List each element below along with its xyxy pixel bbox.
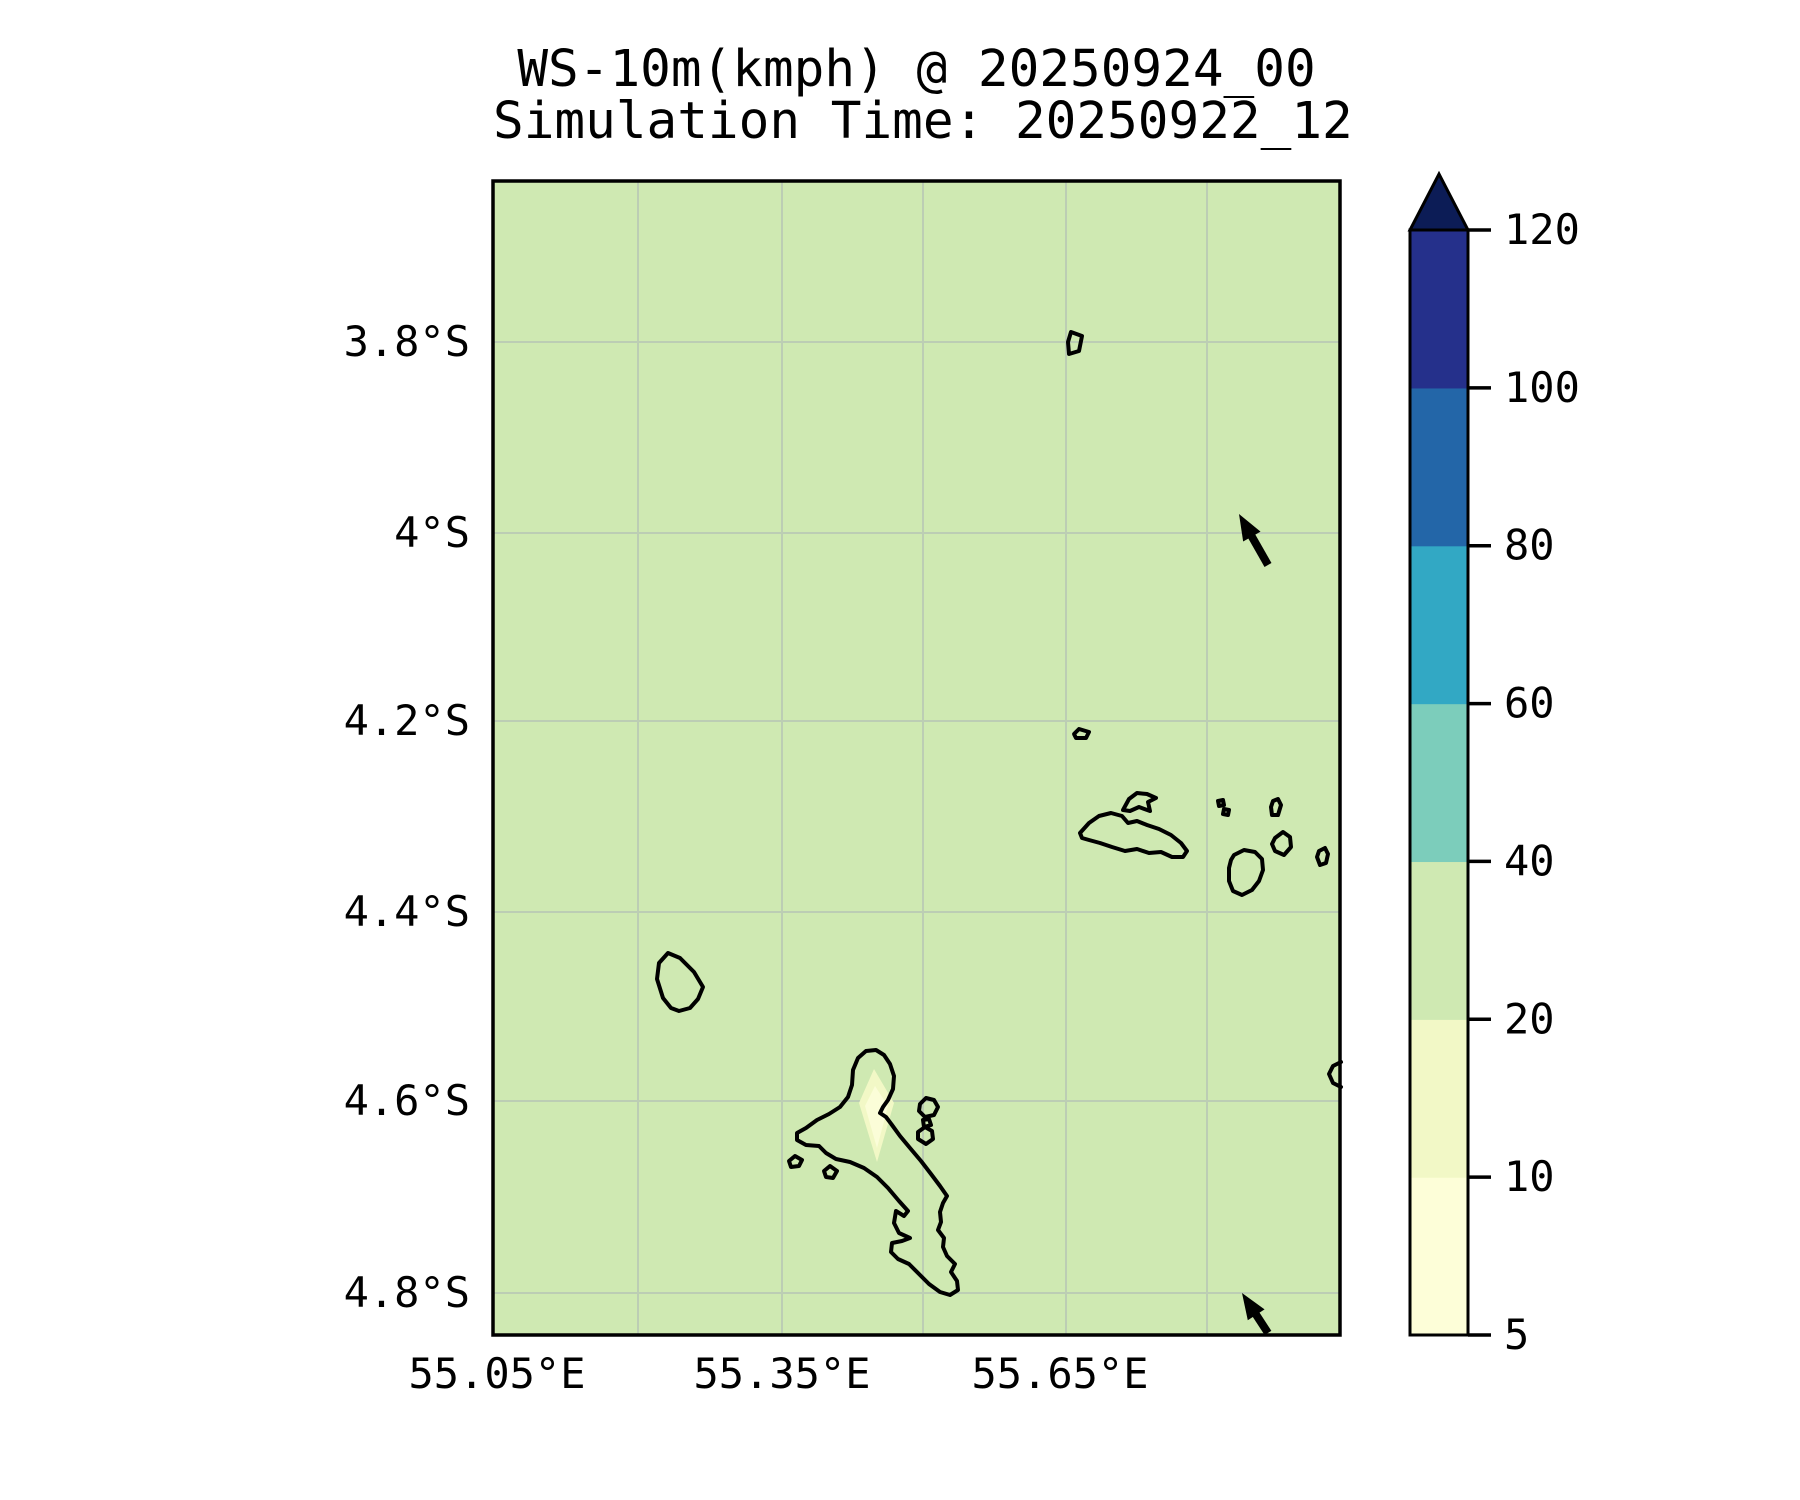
island-la-digue (1227, 848, 1265, 897)
y-tick-label: 3.8°S (344, 317, 470, 366)
island-ste-anne (917, 1096, 940, 1119)
plot-title-line2: Simulation Time: 20250922_12 (493, 92, 1353, 151)
y-tick-label: 4.4°S (344, 887, 470, 936)
wind-arrow-shaft (1250, 1309, 1272, 1336)
colorbar-tick-label: 40 (1504, 836, 1555, 885)
wind-arrow-head (1242, 1293, 1265, 1321)
sea-area (493, 181, 1340, 1335)
island-cerf (916, 1125, 935, 1146)
colorbar-tick-label: 100 (1504, 363, 1580, 412)
y-tick-label: 4.6°S (344, 1076, 470, 1125)
colorbar-band (1410, 387, 1468, 547)
island-marianne (1315, 846, 1330, 867)
colorbar-tick-label: 60 (1504, 679, 1555, 728)
colorbar-band (1410, 545, 1468, 705)
colorbar-tick-label: 10 (1504, 1152, 1555, 1201)
island-moyenne (921, 1117, 933, 1129)
colorbar-band (1410, 1177, 1468, 1336)
island-therese (787, 1154, 804, 1169)
x-tick-label: 55.65°E (971, 1349, 1148, 1398)
island-grande-soeur (1269, 797, 1283, 817)
map-frame (491, 179, 1342, 1337)
island-conception (822, 1164, 839, 1180)
island-praslin (1078, 811, 1189, 859)
x-tick-label: 55.35°E (693, 1349, 870, 1398)
colorbar-band (1410, 230, 1468, 389)
island-fregate (1327, 1060, 1343, 1089)
colorbar-frame (1408, 228, 1470, 1337)
wind-arrow-head (1239, 514, 1261, 542)
y-tick-label: 4.2°S (344, 696, 470, 745)
colorbar-band (1410, 1019, 1468, 1178)
wind-arrow-shaft (1246, 531, 1272, 567)
island-felicite (1270, 830, 1293, 857)
island-aride (1072, 727, 1091, 740)
coastlines-layer (655, 330, 1343, 1297)
map-background (493, 181, 1340, 1335)
colorbar: 5 10 20 40 60 80 100 120 (1407, 170, 1580, 1359)
gridlines-layer (493, 181, 1340, 1335)
island-denis (1066, 330, 1084, 356)
island-silhouette (655, 951, 705, 1013)
mahe-wake-5-10-patch (865, 1086, 888, 1148)
axis-tick-labels: 55.05°E 55.35°E 55.65°E 3.8°S 4°S 4.2°S 4.4°S 4… (344, 317, 1149, 1398)
colorbar-tick-label: 20 (1504, 994, 1555, 1043)
island-curieuse (1121, 791, 1158, 813)
plot-title: WS-10m(kmph) @ 20250924_00 Simulation Ti… (493, 40, 1353, 151)
island-mahe (795, 1048, 960, 1297)
colorbar-band (1410, 703, 1468, 863)
plot-title-line1: WS-10m(kmph) @ 20250924_00 (517, 40, 1316, 99)
wind-patches-layer (859, 1069, 894, 1162)
colorbar-band (1410, 861, 1468, 1020)
wind-arrows-layer (1239, 514, 1272, 1336)
island-cocos-b (1221, 807, 1231, 817)
colorbar-tick-label: 80 (1504, 521, 1555, 570)
y-tick-label: 4°S (394, 508, 470, 557)
colorbar-over-arrow (1407, 170, 1471, 232)
map-border (491, 179, 1342, 1337)
y-tick-label: 4.8°S (344, 1268, 470, 1317)
x-tick-label: 55.05°E (408, 1349, 585, 1398)
colorbar-tick-label: 5 (1504, 1310, 1529, 1359)
island-cocos-a (1216, 798, 1226, 808)
colorbar-tick-label: 120 (1504, 205, 1580, 254)
